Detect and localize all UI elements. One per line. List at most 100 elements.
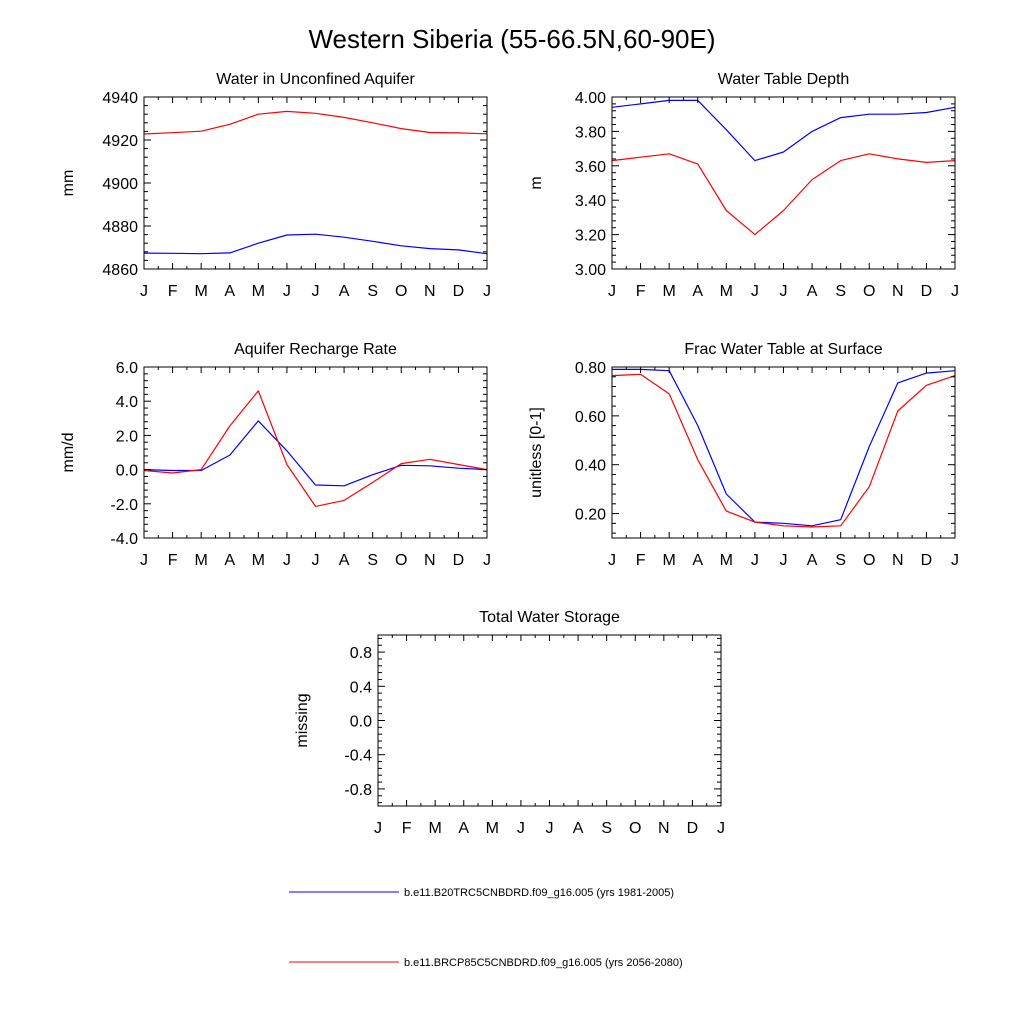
x-tick-label: J [140, 283, 148, 300]
y-tick-label: 0.60 [575, 409, 606, 426]
x-tick-label: N [892, 552, 904, 569]
x-tick-label: A [339, 552, 350, 569]
x-tick-label: O [863, 552, 875, 569]
x-tick-label: M [720, 552, 733, 569]
y-tick-label: -0.8 [344, 782, 372, 799]
y-tick-label: 0.40 [575, 458, 606, 475]
x-tick-label: S [835, 283, 846, 300]
series-line-2 [611, 153, 956, 236]
x-tick-label: M [429, 820, 442, 837]
y-tick-label: 4920 [102, 133, 138, 150]
plot-frame [143, 366, 488, 539]
x-tick-label: J [717, 820, 725, 837]
x-tick-label: J [374, 820, 382, 837]
y-tick-label: 0.0 [116, 463, 138, 480]
x-tick-label: M [252, 552, 265, 569]
x-tick-label: J [517, 820, 525, 837]
plot-frame [611, 96, 956, 270]
legend: b.e11.B20TRC5CNBDRD.f09_g16.005 (yrs 198… [289, 887, 683, 969]
x-tick-label: A [224, 283, 235, 300]
x-tick-label: J [608, 283, 616, 300]
y-axis-label: unitless [0-1] [528, 407, 545, 498]
y-tick-label: -0.4 [344, 748, 372, 765]
x-tick-label: M [663, 283, 676, 300]
y-tick-label: 0.80 [575, 360, 606, 377]
x-tick-label: J [283, 552, 291, 569]
y-axis-label: m [528, 176, 545, 189]
x-tick-label: J [483, 283, 491, 300]
x-tick-label: N [892, 283, 904, 300]
x-tick-label: S [367, 552, 378, 569]
x-tick-label: D [921, 552, 933, 569]
x-tick-label: N [424, 283, 436, 300]
x-tick-label: F [168, 552, 178, 569]
x-tick-label: J [951, 283, 959, 300]
x-tick-label: M [486, 820, 499, 837]
y-tick-label: -2.0 [110, 497, 138, 514]
x-tick-label: S [835, 552, 846, 569]
panel-title: Frac Water Table at Surface [684, 341, 882, 358]
x-tick-label: D [921, 283, 933, 300]
x-tick-label: A [458, 820, 469, 837]
panel-title: Aquifer Recharge Rate [234, 341, 397, 358]
x-tick-label: N [658, 820, 670, 837]
y-tick-label: 0.20 [575, 507, 606, 524]
y-tick-label: 4900 [102, 176, 138, 193]
series-line-2 [143, 390, 488, 507]
plot-frame [143, 96, 488, 270]
x-tick-label: J [780, 283, 788, 300]
y-tick-label: 6.0 [116, 360, 138, 377]
y-axis-label: missing [294, 693, 311, 747]
y-tick-label: -4.0 [110, 531, 138, 548]
x-tick-label: J [546, 820, 554, 837]
series-line-1 [143, 233, 488, 255]
series-line-2 [611, 373, 956, 528]
x-tick-label: F [636, 552, 646, 569]
series-line-2 [143, 110, 488, 135]
x-tick-label: O [395, 283, 407, 300]
y-tick-label: 3.40 [575, 193, 606, 210]
y-tick-label: 3.60 [575, 159, 606, 176]
x-tick-label: J [483, 552, 491, 569]
figure-title: Western Siberia (55-66.5N,60-90E) [308, 24, 715, 54]
x-tick-label: O [395, 552, 407, 569]
y-tick-label: 4880 [102, 219, 138, 236]
panel-title: Water Table Depth [718, 71, 850, 88]
series-line-1 [611, 99, 956, 162]
plot-frame [377, 634, 722, 807]
x-tick-label: J [312, 283, 320, 300]
y-tick-label: 0.4 [350, 679, 372, 696]
x-tick-label: M [252, 283, 265, 300]
y-tick-label: 4860 [102, 262, 138, 279]
x-tick-label: A [573, 820, 584, 837]
x-tick-label: A [339, 283, 350, 300]
x-tick-label: J [751, 283, 759, 300]
y-tick-label: 3.20 [575, 228, 606, 245]
x-tick-label: D [453, 552, 465, 569]
x-tick-label: J [780, 552, 788, 569]
x-tick-label: O [863, 283, 875, 300]
y-tick-label: 0.0 [350, 714, 372, 731]
legend-label-series-2: b.e11.BRCP85C5CNBDRD.f09_g16.005 (yrs 20… [404, 957, 683, 969]
x-tick-label: S [367, 283, 378, 300]
x-tick-label: M [195, 283, 208, 300]
x-tick-label: J [608, 552, 616, 569]
y-tick-label: 4940 [102, 90, 138, 107]
panel-title: Total Water Storage [479, 609, 620, 626]
y-axis-label: mm/d [60, 433, 77, 473]
panel-title: Water in Unconfined Aquifer [216, 71, 415, 88]
x-tick-label: J [951, 552, 959, 569]
x-tick-label: A [224, 552, 235, 569]
x-tick-label: J [312, 552, 320, 569]
series-line-1 [143, 420, 488, 487]
x-tick-label: J [140, 552, 148, 569]
plot-frame [611, 366, 956, 539]
x-tick-label: D [453, 283, 465, 300]
y-axis-label: mm [60, 170, 77, 197]
x-tick-label: A [692, 552, 703, 569]
x-tick-label: M [720, 283, 733, 300]
x-tick-label: O [629, 820, 641, 837]
